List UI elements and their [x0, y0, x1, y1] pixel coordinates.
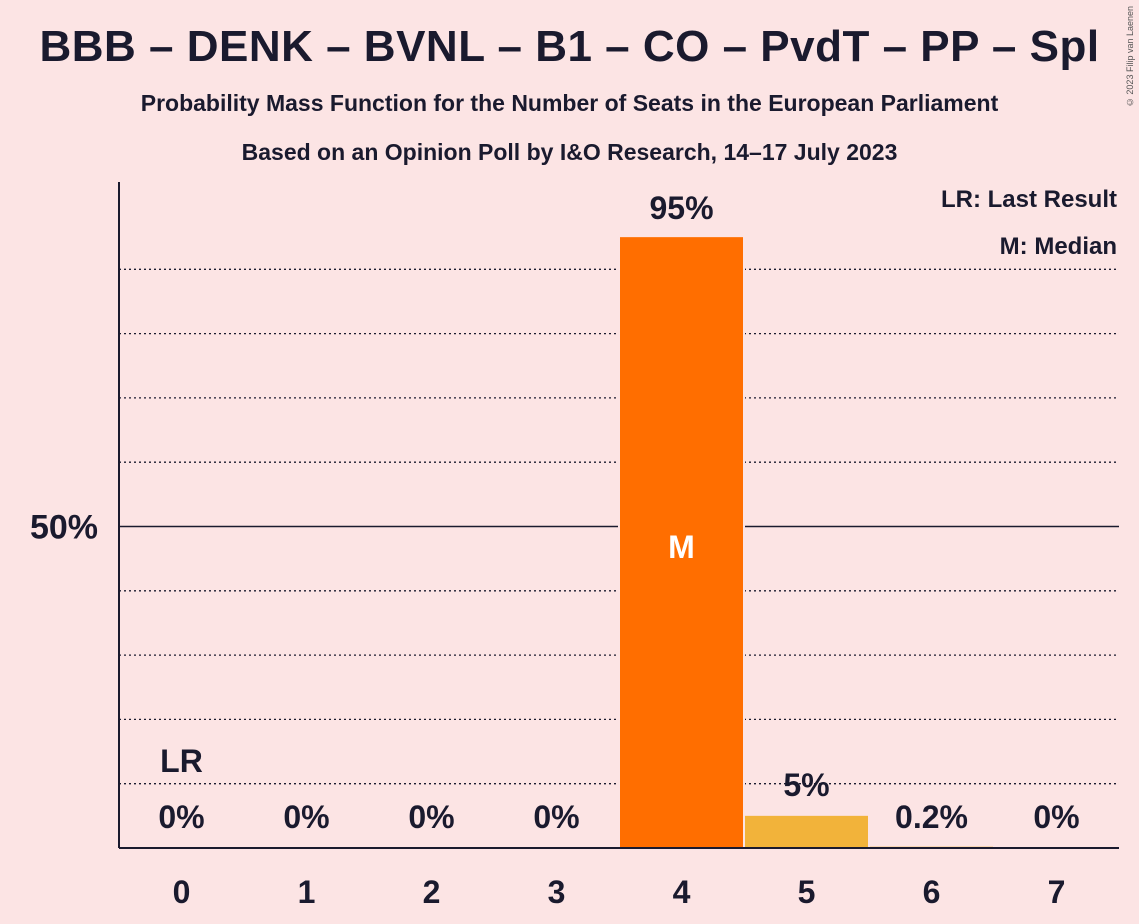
value-label-seat-6: 0.2% — [895, 799, 968, 835]
y-tick-label-50: 50% — [30, 509, 98, 547]
last-result-marker: LR — [160, 743, 203, 779]
median-marker: M — [668, 529, 695, 565]
x-tick-label-0: 0 — [173, 874, 191, 910]
legend-last-result: LR: Last Result — [940, 186, 1117, 213]
x-tick-label-4: 4 — [673, 874, 691, 910]
x-tick-label-1: 1 — [298, 874, 316, 910]
value-label-seat-0: 0% — [158, 799, 204, 835]
value-label-seat-7: 0% — [1033, 799, 1079, 835]
bar-seat-5 — [745, 815, 868, 848]
bar-seat-4 — [620, 237, 743, 848]
chart-source-line: Based on an Opinion Poll by I&O Research… — [241, 139, 898, 165]
chart-subtitle: Probability Mass Function for the Number… — [140, 90, 999, 116]
legend-median: M: Median — [999, 233, 1117, 260]
value-label-seat-1: 0% — [283, 799, 329, 835]
chart-title: BBB – DENK – BVNL – B1 – CO – PvdT – PP … — [39, 22, 1100, 71]
value-label-seat-5: 5% — [783, 767, 829, 803]
value-label-seat-3: 0% — [533, 799, 579, 835]
x-tick-label-3: 3 — [548, 874, 566, 910]
value-label-seat-2: 0% — [408, 799, 454, 835]
x-tick-label-5: 5 — [798, 874, 816, 910]
value-label-seat-4: 95% — [649, 190, 713, 226]
x-tick-label-2: 2 — [423, 874, 441, 910]
x-tick-label-6: 6 — [923, 874, 941, 910]
x-tick-label-7: 7 — [1048, 874, 1066, 910]
